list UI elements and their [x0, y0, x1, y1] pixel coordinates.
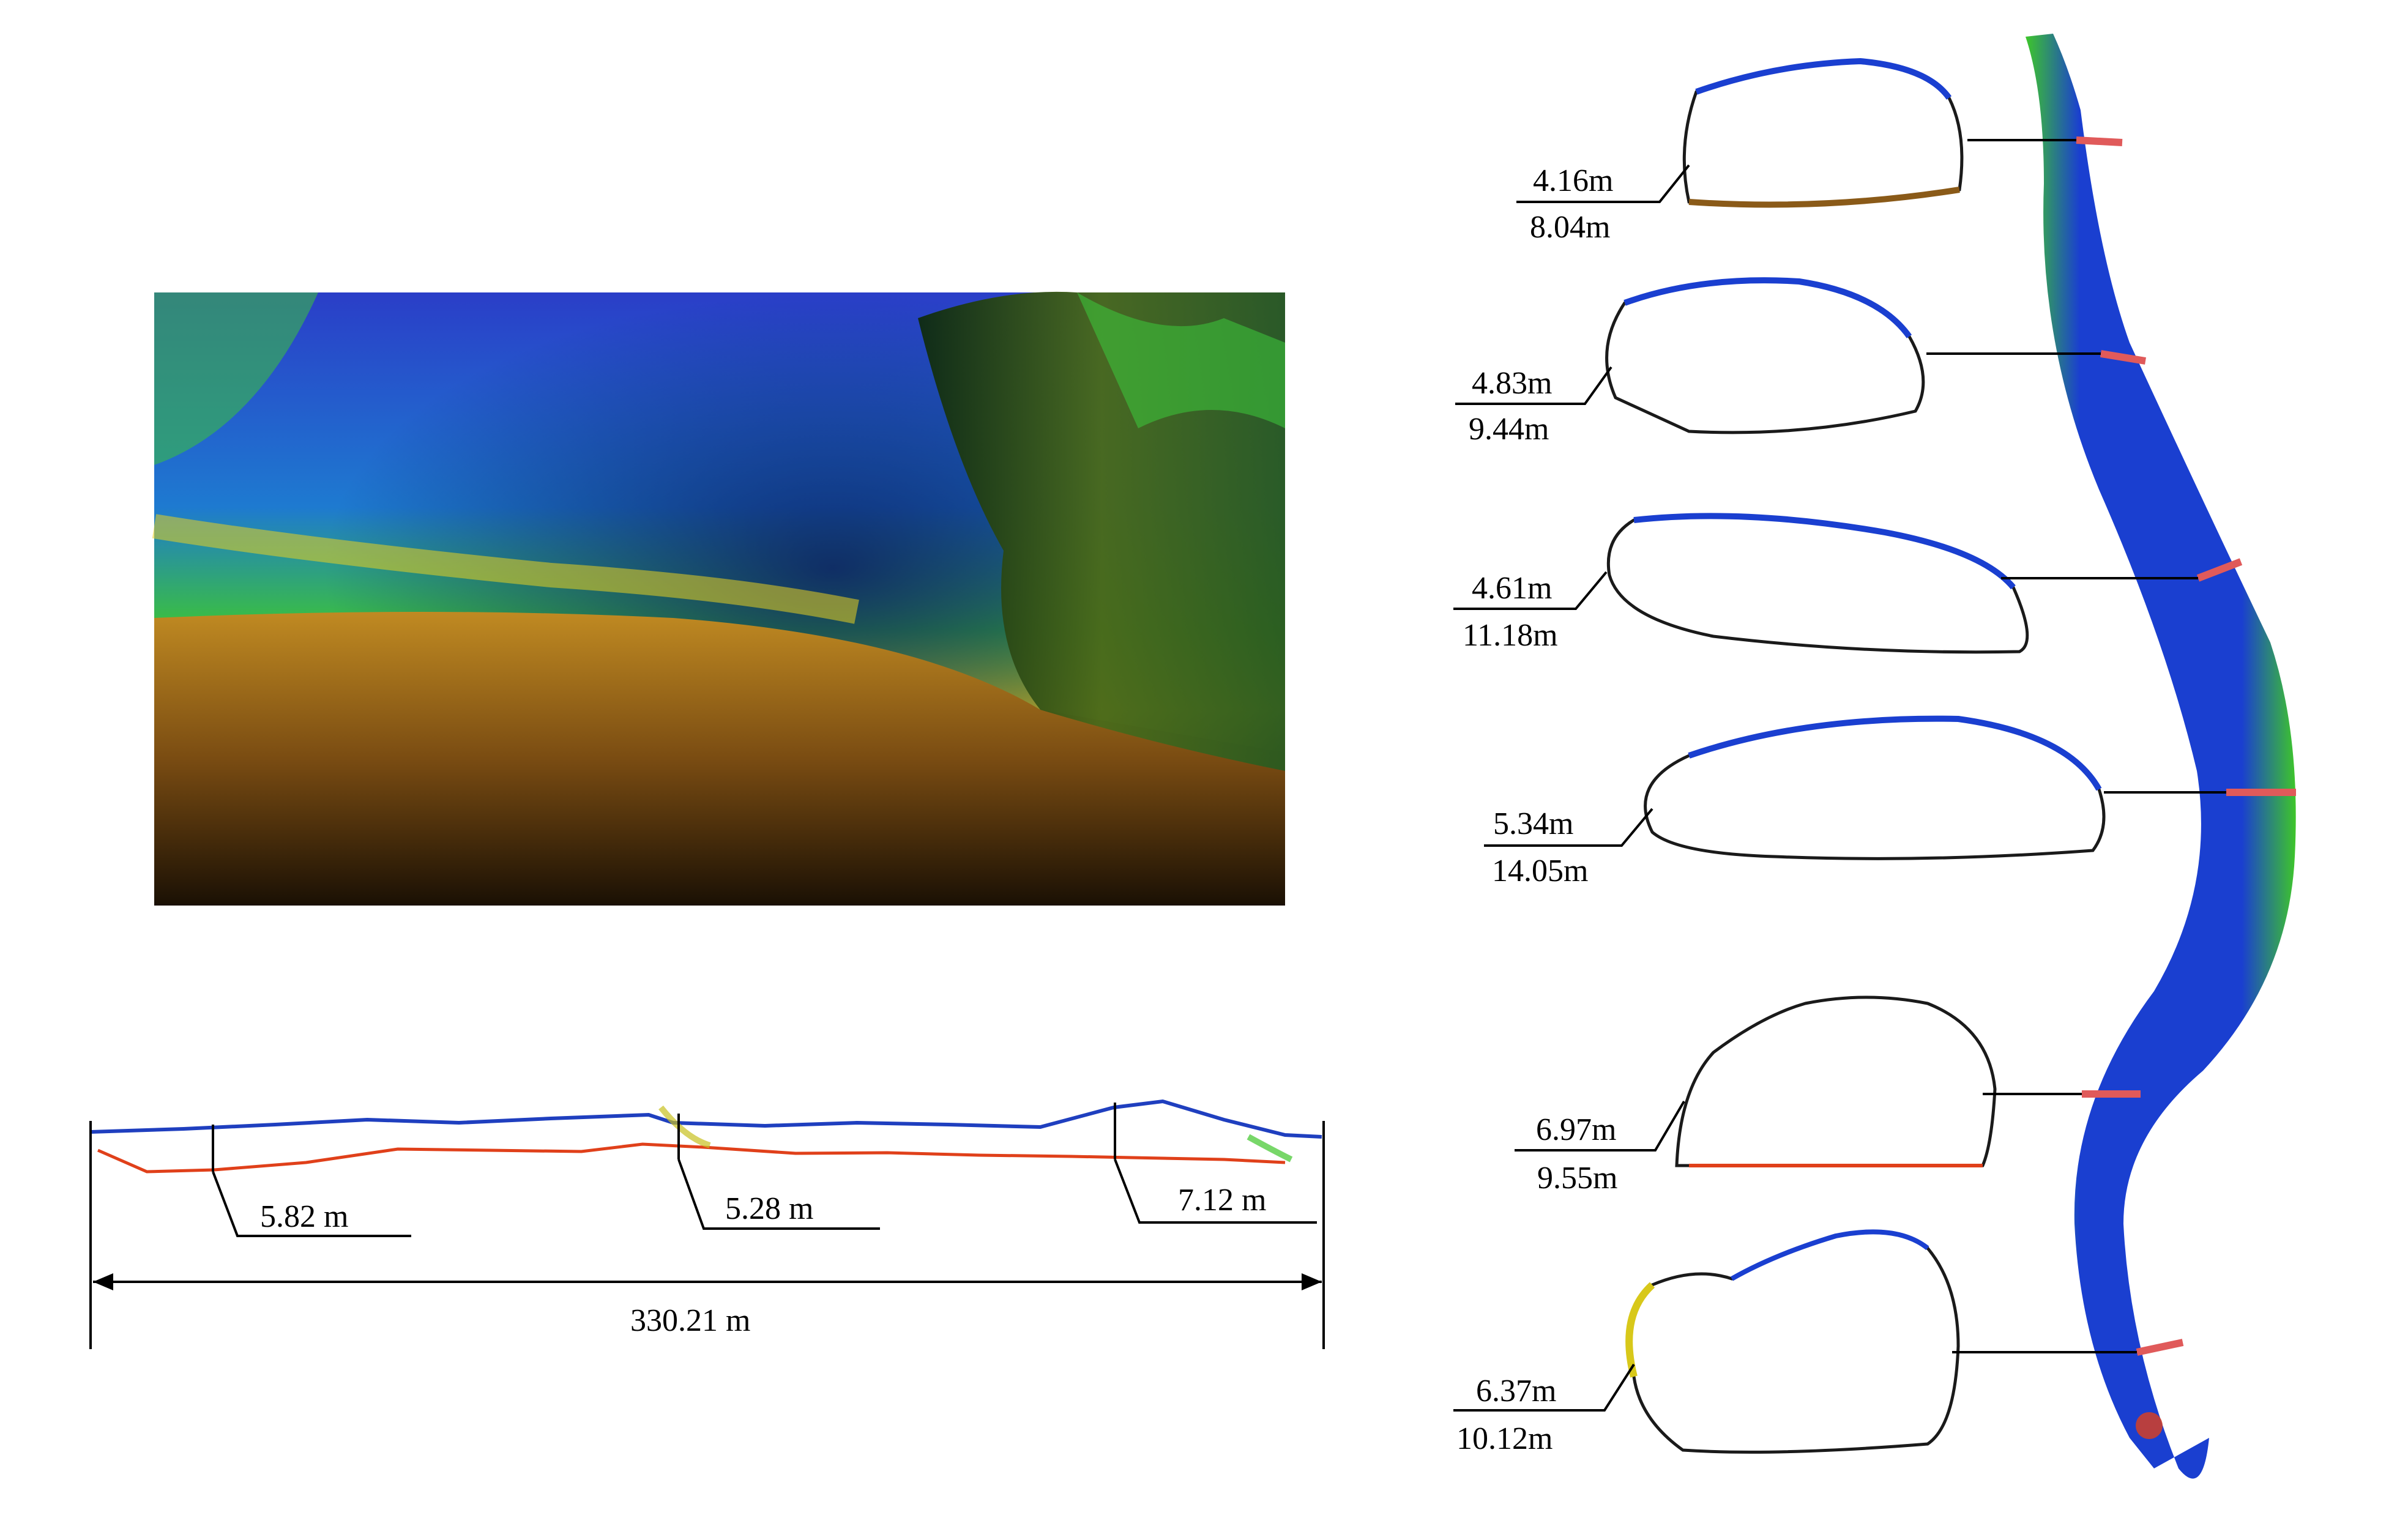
floor-profile-line: [97, 1142, 1286, 1174]
cave-interior-render: [152, 291, 1285, 906]
roof-profile-line: [90, 1099, 1322, 1139]
section-1-height: 4.16m: [1533, 163, 1613, 198]
cross-section-6: 6.37m 10.12m: [1453, 1229, 2137, 1456]
cross-section-5: 6.97m 9.55m: [1515, 995, 2082, 1196]
section-1-width: 8.04m: [1530, 210, 1610, 245]
section-5-width: 9.55m: [1537, 1161, 1617, 1196]
cross-section-2: 4.83m 9.44m: [1455, 277, 2101, 447]
section-5-height: 6.97m: [1536, 1112, 1616, 1147]
section-4-height: 5.34m: [1493, 806, 1573, 841]
cross-section-4: 5.34m 14.05m: [1484, 715, 2226, 888]
section-2-width: 9.44m: [1469, 412, 1549, 447]
tunnel-plan-view: [2026, 34, 2296, 1479]
longitudinal-profile: 5.82 m 5.28 m 7.12 m 330.21 m: [89, 1099, 1325, 1349]
length-label: 330.21 m: [630, 1303, 750, 1338]
section-6-height: 6.37m: [1476, 1374, 1556, 1408]
section-4-width: 14.05m: [1492, 854, 1588, 888]
depth-label-2: 5.28 m: [725, 1191, 813, 1226]
section-2-height: 4.83m: [1472, 366, 1552, 401]
depth-label-3: 7.12 m: [1178, 1183, 1266, 1218]
section-3-height: 4.61m: [1472, 571, 1552, 606]
tunnel-outline: [2026, 34, 2296, 1479]
cross-section-3: 4.61m 11.18m: [1453, 513, 2198, 654]
section-6-width: 10.12m: [1456, 1421, 1553, 1456]
cross-section-1: 4.16m 8.04m: [1516, 58, 2076, 245]
depth-label-1: 5.82 m: [260, 1199, 348, 1234]
section-3-width: 11.18m: [1463, 618, 1558, 653]
